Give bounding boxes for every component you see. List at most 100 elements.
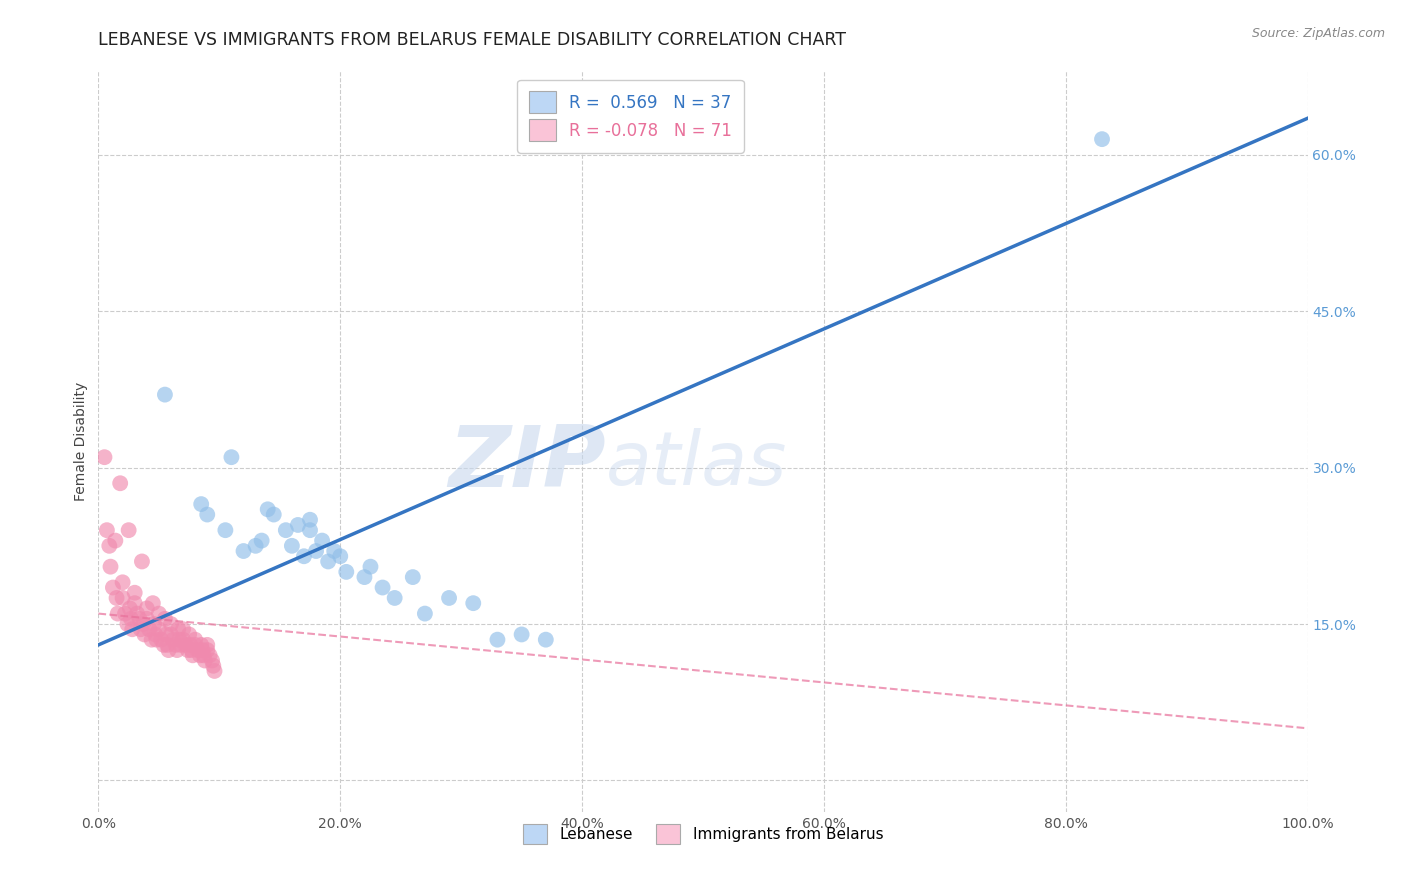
- Point: [274, 523, 297, 537]
- Point: [134, 627, 156, 641]
- Point: [534, 632, 557, 647]
- Point: [305, 544, 328, 558]
- Point: [250, 533, 273, 548]
- Text: LEBANESE VS IMMIGRANTS FROM BELARUS FEMALE DISABILITY CORRELATION CHART: LEBANESE VS IMMIGRANTS FROM BELARUS FEMA…: [98, 31, 846, 49]
- Point: [96, 523, 118, 537]
- Point: [105, 591, 128, 605]
- Text: ZIP: ZIP: [449, 422, 606, 505]
- Point: [181, 648, 204, 663]
- Point: [121, 622, 143, 636]
- Point: [172, 622, 194, 636]
- Point: [184, 632, 207, 647]
- Point: [148, 622, 170, 636]
- Point: [127, 607, 149, 621]
- Point: [143, 617, 166, 632]
- Point: [100, 559, 122, 574]
- Point: [145, 632, 167, 647]
- Point: [169, 632, 191, 647]
- Point: [180, 643, 202, 657]
- Y-axis label: Female Disability: Female Disability: [75, 382, 89, 501]
- Point: [1091, 132, 1114, 146]
- Point: [437, 591, 460, 605]
- Point: [93, 450, 115, 465]
- Point: [155, 627, 177, 641]
- Point: [104, 533, 127, 548]
- Point: [148, 607, 170, 621]
- Point: [157, 643, 180, 657]
- Point: [371, 581, 394, 595]
- Point: [172, 632, 194, 647]
- Point: [135, 612, 157, 626]
- Point: [190, 638, 212, 652]
- Point: [221, 450, 243, 465]
- Point: [187, 643, 209, 657]
- Point: [169, 638, 191, 652]
- Point: [353, 570, 375, 584]
- Point: [111, 575, 134, 590]
- Point: [214, 523, 236, 537]
- Point: [142, 596, 165, 610]
- Point: [166, 643, 188, 657]
- Point: [245, 539, 267, 553]
- Point: [316, 554, 339, 568]
- Point: [165, 638, 187, 652]
- Point: [174, 638, 197, 652]
- Point: [510, 627, 533, 641]
- Point: [335, 565, 357, 579]
- Text: Source: ZipAtlas.com: Source: ZipAtlas.com: [1251, 27, 1385, 40]
- Point: [108, 476, 131, 491]
- Point: [177, 643, 200, 657]
- Legend: Lebanese, Immigrants from Belarus: Lebanese, Immigrants from Belarus: [510, 812, 896, 856]
- Point: [117, 617, 139, 632]
- Point: [129, 622, 152, 636]
- Point: [138, 622, 160, 636]
- Text: atlas: atlas: [606, 428, 787, 500]
- Point: [263, 508, 285, 522]
- Point: [204, 664, 226, 678]
- Point: [201, 653, 224, 667]
- Point: [323, 544, 346, 558]
- Point: [202, 658, 225, 673]
- Point: [160, 627, 183, 641]
- Point: [167, 622, 190, 636]
- Point: [107, 607, 129, 621]
- Point: [198, 648, 221, 663]
- Point: [194, 653, 217, 667]
- Point: [281, 539, 304, 553]
- Point: [179, 627, 201, 641]
- Point: [135, 601, 157, 615]
- Point: [141, 632, 163, 647]
- Point: [156, 638, 179, 652]
- Point: [384, 591, 406, 605]
- Point: [329, 549, 352, 564]
- Point: [193, 648, 215, 663]
- Point: [179, 638, 201, 652]
- Point: [299, 523, 322, 537]
- Point: [150, 632, 173, 647]
- Point: [299, 513, 322, 527]
- Point: [191, 643, 214, 657]
- Point: [143, 627, 166, 641]
- Point: [256, 502, 278, 516]
- Point: [98, 539, 121, 553]
- Point: [153, 612, 176, 626]
- Point: [413, 607, 436, 621]
- Point: [101, 581, 124, 595]
- Point: [124, 596, 146, 610]
- Point: [287, 518, 309, 533]
- Point: [184, 638, 207, 652]
- Point: [118, 601, 141, 615]
- Point: [292, 549, 315, 564]
- Point: [132, 617, 155, 632]
- Point: [131, 554, 153, 568]
- Point: [153, 387, 176, 401]
- Point: [152, 638, 174, 652]
- Point: [118, 523, 141, 537]
- Point: [463, 596, 485, 610]
- Point: [195, 643, 218, 657]
- Point: [162, 632, 184, 647]
- Point: [114, 607, 136, 621]
- Point: [311, 533, 333, 548]
- Point: [195, 508, 218, 522]
- Point: [188, 648, 211, 663]
